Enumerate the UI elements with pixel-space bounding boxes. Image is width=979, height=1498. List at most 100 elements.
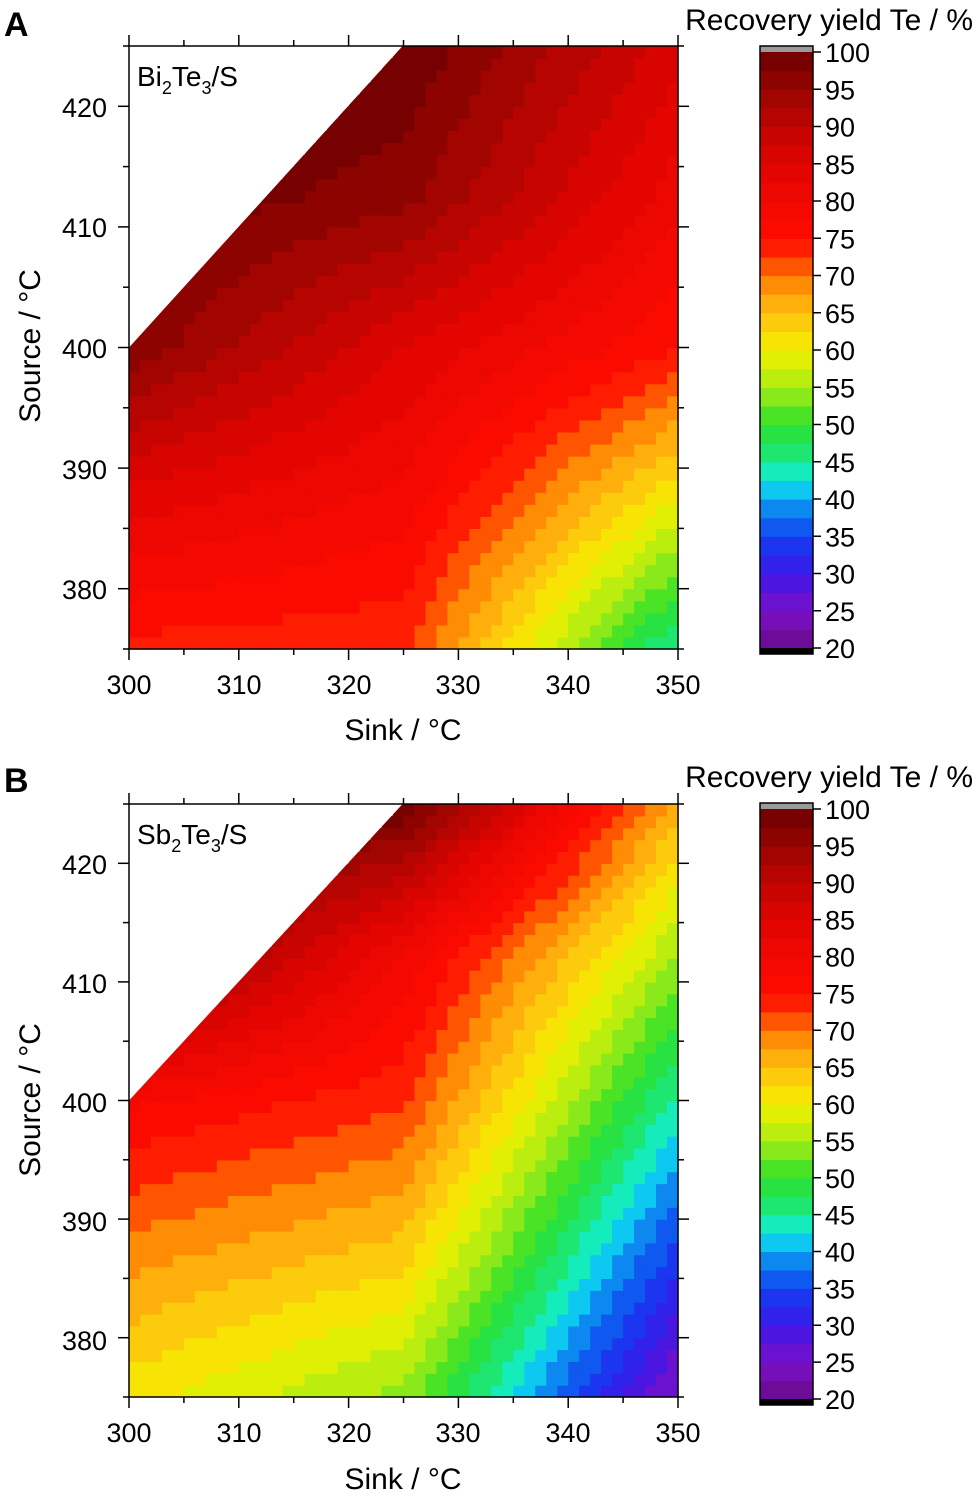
panel-b-contour-cell xyxy=(326,1100,339,1113)
panel-a-contour-cell xyxy=(161,323,174,337)
panel-a-contour-cell xyxy=(403,238,416,252)
panel-b-colorbar-band xyxy=(760,1104,813,1124)
panel-a-contour-cell xyxy=(579,287,591,300)
panel-a-contour-cell xyxy=(381,588,394,602)
panel-b-contour-cell xyxy=(568,1053,580,1066)
panel-a-contour-cell xyxy=(249,431,262,445)
panel-b-contour-cell xyxy=(546,1005,558,1019)
panel-b-contour-cell xyxy=(612,1242,624,1256)
panel-b-contour-cell xyxy=(282,1266,295,1279)
panel-b-contour-cell xyxy=(183,1207,196,1220)
panel-b-colorbar-tick-label: 30 xyxy=(825,1311,855,1341)
panel-a-contour-cell xyxy=(612,624,624,638)
panel-a-contour-cell xyxy=(480,70,492,83)
panel-a-contour-cell xyxy=(601,275,613,288)
panel-b-contour-cell xyxy=(414,1183,427,1196)
panel-a-contour-cell xyxy=(370,636,383,650)
panel-b-contour-cell xyxy=(436,946,449,959)
panel-a-contour-cell xyxy=(491,238,503,252)
panel-a-contour-cell xyxy=(590,106,602,119)
panel-b-contour-cell xyxy=(304,1266,317,1279)
panel-b-contour-cell xyxy=(502,1017,514,1030)
panel-a-contour-cell xyxy=(535,154,547,168)
panel-a-contour-cell xyxy=(150,600,163,614)
panel-a-contour-cell xyxy=(623,238,635,252)
panel-b-colorbar-tick-label: 55 xyxy=(825,1127,855,1157)
panel-a-contour-cell xyxy=(315,588,328,602)
panel-a-contour-cell xyxy=(667,383,679,397)
panel-b-contour-cell xyxy=(425,1302,438,1315)
panel-b-contour-cell xyxy=(480,1100,492,1113)
panel-b-contour-cell xyxy=(392,1183,405,1196)
panel-a-contour-cell xyxy=(271,624,284,638)
panel-a-contour-cell xyxy=(326,468,339,481)
panel-b-contour-cell xyxy=(271,1230,284,1244)
panel-a-contour-cell xyxy=(513,70,525,83)
panel-a-contour-cell xyxy=(293,576,306,590)
panel-a-contour-cell xyxy=(282,612,295,626)
panel-b-colorbar-band xyxy=(760,1214,813,1234)
panel-a-contour-cell xyxy=(205,612,218,626)
panel-b-contour-cell xyxy=(590,1100,602,1113)
panel-a-contour-cell xyxy=(348,407,361,421)
panel-a-contour-cell xyxy=(546,383,558,397)
panel-a-contour-cell xyxy=(590,552,602,566)
panel-b-contour-cell xyxy=(491,1207,503,1220)
panel-b-contour-cell xyxy=(359,1195,372,1208)
panel-b-contour-cell xyxy=(535,1100,547,1113)
panel-a-contour-cell xyxy=(634,323,646,337)
panel-a-contour-cell xyxy=(634,359,646,373)
panel-b-contour-cell xyxy=(601,1313,613,1327)
panel-b-contour-cell xyxy=(260,1159,273,1173)
panel-b-contour-cell xyxy=(667,1147,679,1161)
panel-a-contour-cell xyxy=(271,431,284,445)
panel-a-contour-cell xyxy=(634,94,646,107)
panel-b-contour-cell xyxy=(447,1385,459,1398)
panel-a-contour-cell xyxy=(579,154,591,168)
panel-b-contour-cell xyxy=(315,1183,328,1196)
panel-a-contour-cell xyxy=(249,323,262,337)
panel-a-contour-cell xyxy=(381,600,394,614)
panel-b-contour-cell xyxy=(403,839,416,853)
panel-a-contour-cell xyxy=(447,311,459,324)
panel-b-contour-cell xyxy=(656,1219,668,1232)
panel-a-contour-cell xyxy=(524,166,536,180)
panel-a-contour-cell xyxy=(557,202,569,216)
panel-a-contour-cell xyxy=(524,70,536,83)
panel-a-contour-cell xyxy=(491,70,503,83)
panel-a-contour-cell xyxy=(359,419,372,433)
panel-b-contour-cell xyxy=(447,1349,459,1363)
panel-a-contour-cell xyxy=(568,564,580,578)
panel-b-contour-cell xyxy=(150,1254,163,1268)
panel-b-contour-cell xyxy=(535,1230,547,1244)
panel-a-contour-cell xyxy=(524,299,536,312)
panel-a-contour-cell xyxy=(359,600,372,614)
panel-b-contour-cell xyxy=(359,981,372,995)
panel-a-contour-cell xyxy=(491,492,503,505)
panel-b-contour-cell xyxy=(260,1064,273,1078)
panel-a-contour-cell xyxy=(491,504,503,517)
panel-b-contour-cell xyxy=(546,1088,558,1102)
panel-b-contour-cell xyxy=(139,1242,152,1256)
panel-a-contour-cell xyxy=(403,492,416,505)
panel-a-contour-cell xyxy=(337,311,350,324)
panel-b-contour-cell xyxy=(579,1195,591,1208)
panel-b-contour-cell xyxy=(458,946,470,959)
panel-b-contour-cell xyxy=(557,1219,569,1232)
panel-a-contour-cell xyxy=(161,504,174,517)
panel-a-contour-cell xyxy=(326,564,339,578)
panel-a-contour-cell xyxy=(238,552,251,566)
panel-a-contour-cell xyxy=(656,214,668,228)
panel-b-contour-cell xyxy=(249,1136,262,1149)
panel-b-contour-cell xyxy=(546,1041,558,1054)
panel-b-contour-cell xyxy=(513,898,525,912)
panel-b-colorbar-tick-label: 25 xyxy=(825,1348,855,1378)
panel-a-contour-cell xyxy=(579,202,591,216)
panel-b-contour-cell xyxy=(414,1088,427,1102)
panel-b-contour-cell xyxy=(150,1076,163,1090)
panel-a-colorbar-tick-label: 70 xyxy=(825,262,855,292)
panel-a-contour-cell xyxy=(447,251,459,264)
panel-a-contour-cell xyxy=(183,456,196,469)
panel-a-contour-cell xyxy=(150,636,163,650)
panel-b-contour-cell xyxy=(634,1171,646,1185)
